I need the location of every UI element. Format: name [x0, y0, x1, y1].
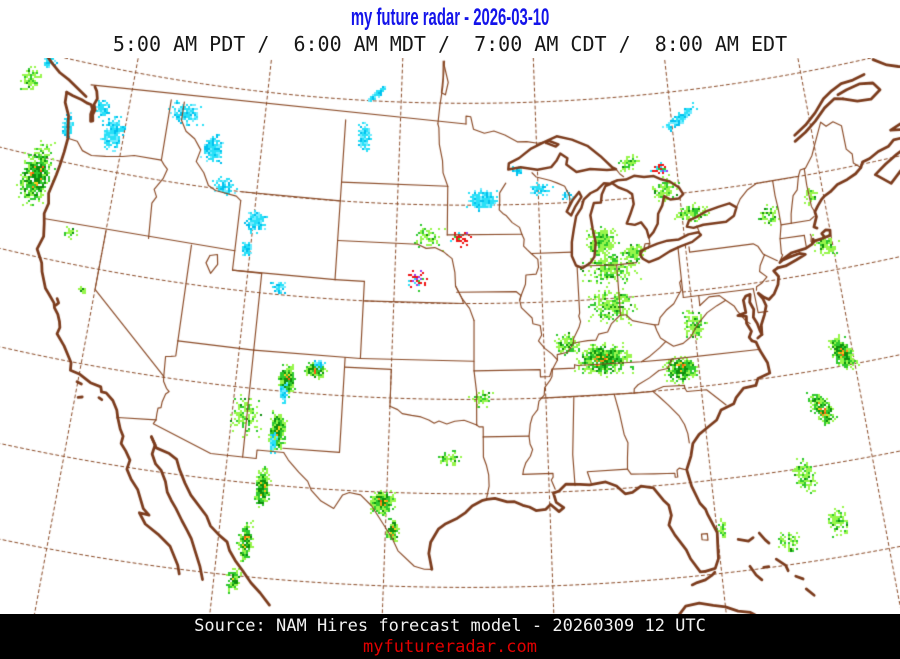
header: my future radar - 2026-03-10 5:00 AM PDT…	[0, 0, 900, 58]
source-text: Source: NAM Hires forecast model - 20260…	[194, 616, 706, 636]
page-title: my future radar - 2026-03-10	[350, 4, 550, 31]
valid-time-subtitle: 5:00 AM PDT / 6:00 AM MDT / 7:00 AM CDT …	[112, 32, 788, 56]
website-link[interactable]: myfutureradar.com	[363, 637, 537, 657]
footer-bar: Source: NAM Hires forecast model - 20260…	[0, 614, 900, 659]
